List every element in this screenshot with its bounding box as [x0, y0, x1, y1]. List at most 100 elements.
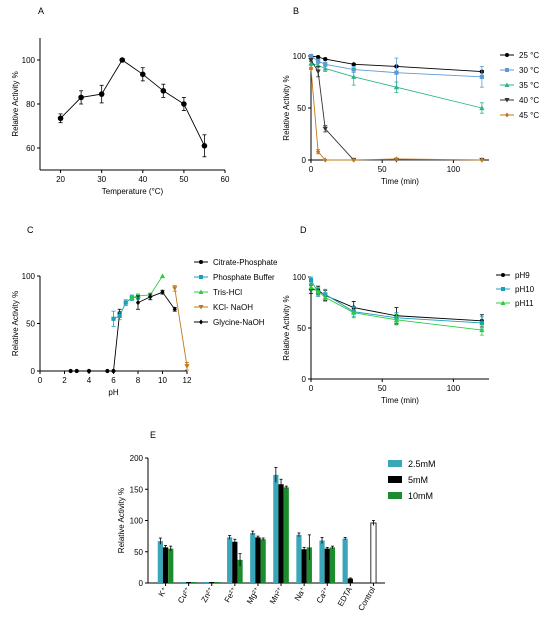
y-tick-label-E: 0 — [139, 579, 144, 588]
panel-B: B 0 50 100 Relative Activity % 0 50 100 Time (mi… — [282, 6, 539, 186]
x-tick-label-A: 40 — [138, 175, 147, 184]
category-label-EDTA: EDTA — [336, 585, 354, 608]
legend-marker-45 °C — [505, 112, 509, 118]
data-point — [351, 310, 357, 315]
legend-label-Tris-HCl: Tris-HCl — [213, 288, 242, 297]
y-tick-label-C: 50 — [26, 320, 35, 329]
data-point — [159, 273, 166, 279]
data-point — [129, 295, 135, 300]
legend-label-pH10: pH10 — [515, 285, 535, 294]
data-point — [308, 58, 314, 63]
x-tick-label-A: 30 — [97, 175, 106, 184]
legend-label-2.5mM: 2.5mM — [408, 459, 436, 469]
panel-D: D 0 50 100 Relative Activity % 0 50 100 Time (mi… — [282, 225, 535, 405]
legend-swatch-5mM — [388, 476, 402, 483]
data-point — [117, 313, 122, 318]
panel-E: E 0 50 100 150 200 Relative Activity % K⁺ Cu²⁺ Zn… — [117, 430, 436, 612]
data-point — [479, 74, 484, 79]
data-point — [160, 88, 167, 94]
panel-label-D: D — [300, 225, 307, 235]
legend-marker-Citrate-Phosphate — [199, 260, 203, 264]
y-tick-label-E: 100 — [130, 517, 144, 526]
x-tick-label-A: 60 — [221, 175, 230, 184]
x-tick-label-B: 0 — [309, 165, 314, 174]
legend-label-pH9: pH9 — [515, 271, 530, 280]
data-point — [316, 54, 321, 60]
bar-Mn²⁺-10mM — [283, 487, 289, 583]
legend-marker-pH9 — [501, 273, 505, 277]
legend-label-40 °C: 40 °C — [519, 96, 539, 105]
series-line — [174, 288, 188, 367]
y-tick-label-B: 50 — [297, 104, 306, 113]
data-point — [201, 143, 208, 149]
data-point — [139, 71, 146, 78]
data-point — [316, 149, 321, 155]
bar-Mg²⁺-10mM — [260, 539, 266, 583]
y-tick-label-D: 0 — [302, 375, 307, 384]
legend-label-35 °C: 35 °C — [519, 81, 539, 90]
data-point — [74, 368, 79, 374]
x-tick-label-C: 0 — [38, 376, 43, 385]
panel-label-C: C — [27, 225, 34, 235]
data-point — [479, 157, 484, 163]
series-line — [60, 59, 205, 146]
data-point — [479, 320, 484, 325]
series-35 °C — [308, 60, 485, 114]
data-point — [135, 300, 141, 306]
panel-label-E: E — [150, 430, 156, 440]
data-point — [323, 62, 328, 67]
series-KCl- NaOH — [172, 285, 190, 371]
y-tick-label-E: 200 — [130, 454, 144, 463]
series-45 °C — [308, 65, 484, 163]
category-label-Ca²⁺: Ca²⁺ — [315, 586, 331, 605]
bar-Mg²⁺-2.5mM — [250, 533, 256, 583]
bar-K⁺-2.5mM — [157, 541, 163, 583]
y-tick-label-A: 60 — [26, 144, 35, 153]
bar-Ca²⁺-10mM — [329, 547, 336, 583]
y-axis-label-B: Relative Activity % — [282, 75, 291, 140]
series-Phosphate Buffer — [111, 293, 141, 327]
bar-EDTA-2.5mM — [342, 538, 348, 583]
category-label-Mg²⁺: Mg²⁺ — [245, 586, 262, 606]
data-point — [111, 316, 116, 321]
legend-marker-pH10 — [501, 287, 505, 291]
data-point — [184, 364, 190, 369]
bar-Fe²⁺-10mM — [237, 559, 243, 583]
x-tick-label-B: 100 — [447, 165, 461, 174]
legend-label-45 °C: 45 °C — [519, 111, 539, 120]
data-point — [323, 57, 328, 62]
y-tick-label-B: 100 — [293, 52, 307, 61]
series-line — [70, 313, 121, 372]
bar-Na⁺-5mM — [301, 549, 307, 583]
legend-label-5mM: 5mM — [408, 475, 428, 485]
data-point — [351, 157, 356, 163]
data-point — [98, 91, 105, 97]
series-pH11 — [308, 283, 485, 336]
data-point — [148, 294, 153, 300]
legend-label-pH11: pH11 — [515, 299, 534, 308]
legend-marker-Glycine-NaOH — [199, 319, 203, 325]
legend-marker-KCl- NaOH — [198, 305, 204, 310]
data-point — [308, 65, 314, 72]
bar-Fe²⁺-5mM — [232, 541, 238, 583]
y-axis-label-D: Relative Activity % — [282, 295, 291, 360]
x-axis-label-B: Time (min) — [381, 177, 419, 186]
x-tick-label-B: 50 — [378, 165, 387, 174]
bar-Na⁺-2.5mM — [296, 534, 302, 583]
data-point — [68, 368, 73, 374]
legend-swatch-10mM — [388, 492, 402, 499]
legend-label-25 °C: 25 °C — [519, 51, 539, 60]
data-point — [315, 288, 321, 294]
bar-Ca²⁺-5mM — [324, 548, 330, 583]
y-tick-label-E: 50 — [134, 548, 143, 557]
x-tick-label-C: 8 — [136, 376, 141, 385]
legend-label-30 °C: 30 °C — [519, 66, 539, 75]
data-point — [351, 62, 356, 67]
data-point — [119, 57, 126, 63]
data-point — [181, 101, 187, 107]
data-point — [308, 60, 314, 66]
data-point — [172, 286, 178, 291]
y-tick-label-A: 80 — [26, 100, 35, 109]
data-point — [111, 368, 116, 374]
